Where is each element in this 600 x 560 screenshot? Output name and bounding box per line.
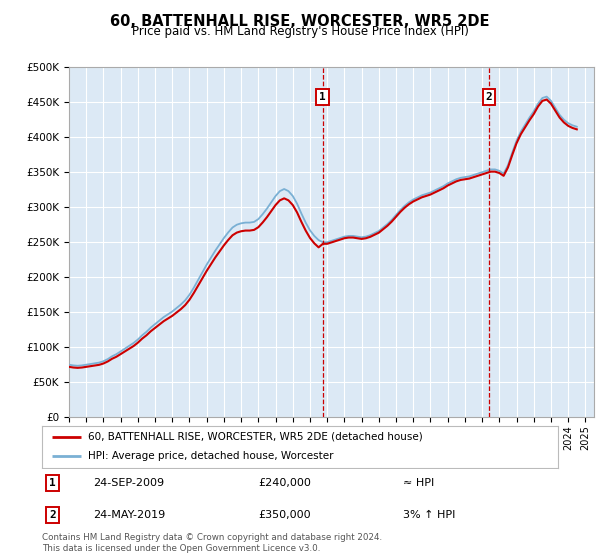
Text: 24-SEP-2009: 24-SEP-2009	[94, 478, 165, 488]
Text: £240,000: £240,000	[259, 478, 311, 488]
Text: 1: 1	[49, 478, 56, 488]
Text: HPI: Average price, detached house, Worcester: HPI: Average price, detached house, Worc…	[88, 451, 334, 461]
Text: ≈ HPI: ≈ HPI	[403, 478, 434, 488]
Text: 2: 2	[485, 92, 493, 102]
Text: 2: 2	[49, 510, 56, 520]
Text: 1: 1	[319, 92, 326, 102]
Text: 24-MAY-2019: 24-MAY-2019	[94, 510, 166, 520]
Text: Contains HM Land Registry data © Crown copyright and database right 2024.
This d: Contains HM Land Registry data © Crown c…	[42, 533, 382, 553]
Text: 60, BATTENHALL RISE, WORCESTER, WR5 2DE: 60, BATTENHALL RISE, WORCESTER, WR5 2DE	[110, 14, 490, 29]
Text: 3% ↑ HPI: 3% ↑ HPI	[403, 510, 455, 520]
Text: 60, BATTENHALL RISE, WORCESTER, WR5 2DE (detached house): 60, BATTENHALL RISE, WORCESTER, WR5 2DE …	[88, 432, 423, 442]
Text: Price paid vs. HM Land Registry's House Price Index (HPI): Price paid vs. HM Land Registry's House …	[131, 25, 469, 38]
Text: £350,000: £350,000	[259, 510, 311, 520]
